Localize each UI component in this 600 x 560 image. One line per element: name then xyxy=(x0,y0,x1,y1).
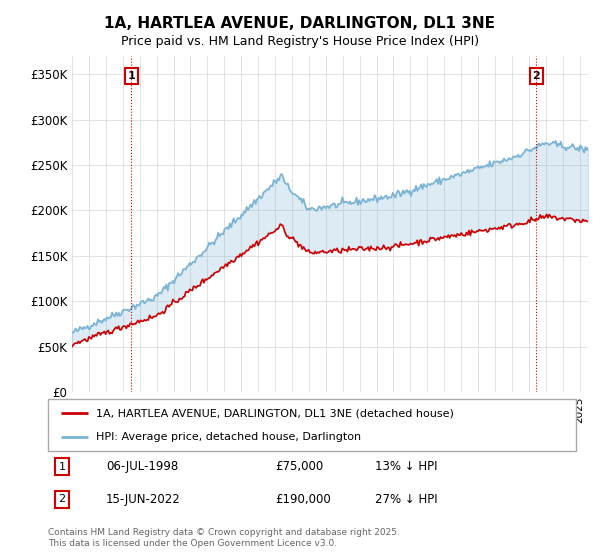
Text: 27% ↓ HPI: 27% ↓ HPI xyxy=(376,493,438,506)
Text: 06-JUL-1998: 06-JUL-1998 xyxy=(106,460,178,473)
FancyBboxPatch shape xyxy=(48,399,576,451)
Text: £190,000: £190,000 xyxy=(275,493,331,506)
Text: 1A, HARTLEA AVENUE, DARLINGTON, DL1 3NE: 1A, HARTLEA AVENUE, DARLINGTON, DL1 3NE xyxy=(104,16,496,31)
Text: 2: 2 xyxy=(59,494,65,505)
Text: Contains HM Land Registry data © Crown copyright and database right 2025.
This d: Contains HM Land Registry data © Crown c… xyxy=(48,528,400,548)
Text: 1: 1 xyxy=(128,71,135,81)
Text: 13% ↓ HPI: 13% ↓ HPI xyxy=(376,460,438,473)
Text: £75,000: £75,000 xyxy=(275,460,323,473)
Text: 1A, HARTLEA AVENUE, DARLINGTON, DL1 3NE (detached house): 1A, HARTLEA AVENUE, DARLINGTON, DL1 3NE … xyxy=(95,408,454,418)
Text: HPI: Average price, detached house, Darlington: HPI: Average price, detached house, Darl… xyxy=(95,432,361,442)
Text: 1: 1 xyxy=(59,461,65,472)
Text: Price paid vs. HM Land Registry's House Price Index (HPI): Price paid vs. HM Land Registry's House … xyxy=(121,35,479,48)
Text: 15-JUN-2022: 15-JUN-2022 xyxy=(106,493,181,506)
Text: 2: 2 xyxy=(533,71,540,81)
